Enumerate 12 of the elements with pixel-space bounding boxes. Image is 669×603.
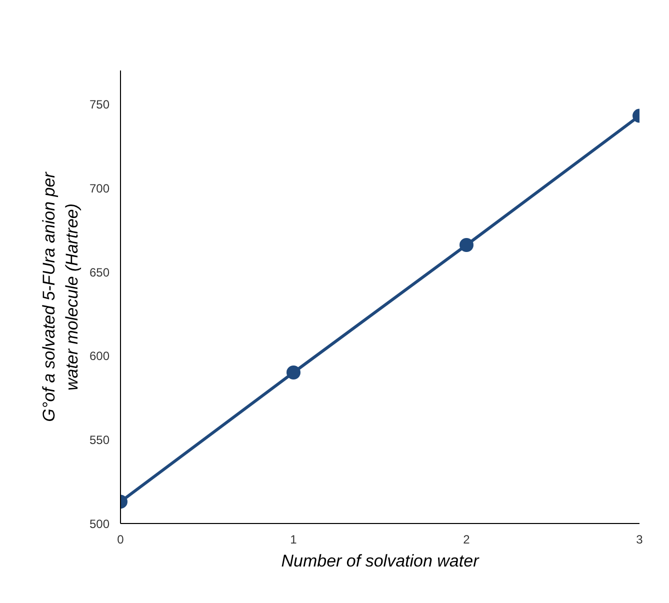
y-tick-label: 700 [89, 181, 110, 196]
y-tick-label: 550 [89, 433, 110, 448]
y-tick-label: 750 [89, 98, 110, 112]
x-tick-label: 3 [636, 532, 644, 546]
x-tick-label: 2 [463, 532, 470, 546]
y-tick-label: 600 [89, 349, 110, 364]
x-axis-title: Number of solvation water [281, 552, 480, 570]
x-tick-label: 0 [117, 532, 124, 546]
x-tick-label: 1 [290, 532, 298, 546]
y-tick-label: 650 [89, 265, 110, 280]
y-tick-label: 500 [89, 517, 110, 531]
y-axis-title: G°of a solvated 5-FUra anion per water molecule (Hartree) [40, 170, 82, 422]
